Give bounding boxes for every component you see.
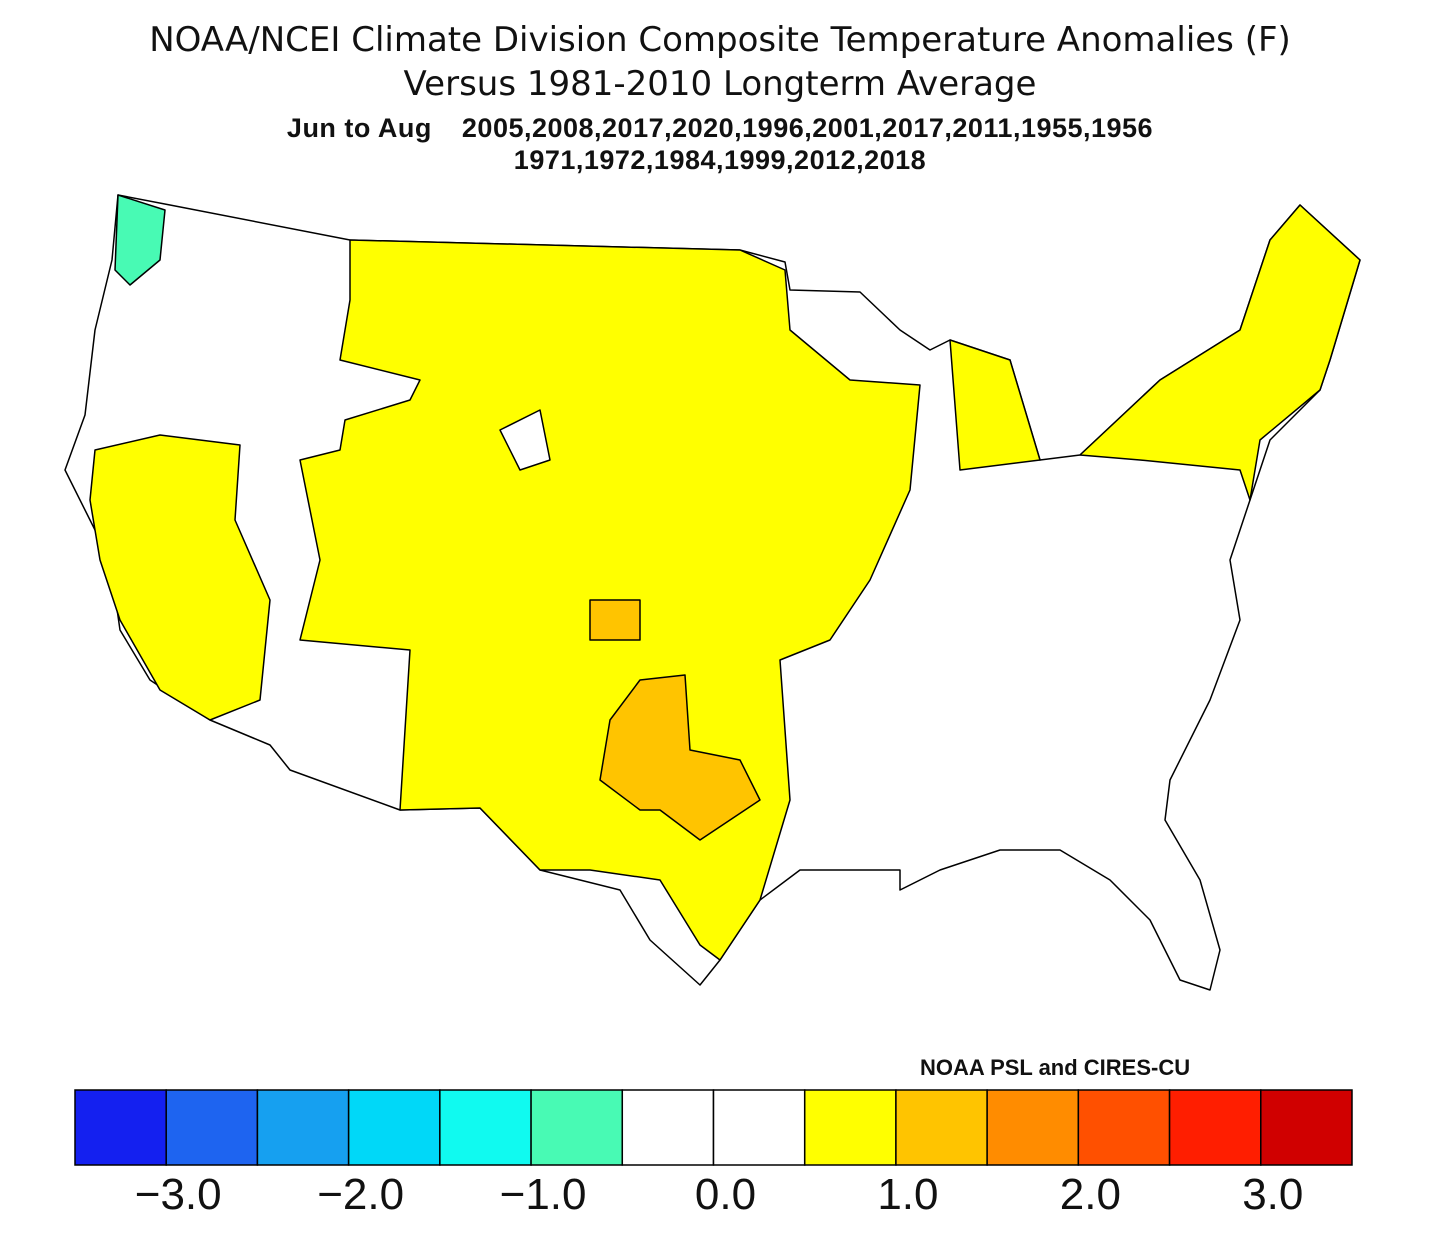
colorbar-box — [347, 1089, 441, 1166]
colorbar-box — [803, 1089, 897, 1166]
region-yellow-michigan — [949, 339, 1041, 471]
colorbar-box — [1260, 1089, 1353, 1166]
colorbar-box — [621, 1089, 715, 1166]
colorbar-box — [74, 1089, 167, 1166]
colorbar-box — [1168, 1089, 1262, 1166]
colorbar-tick-label: −2.0 — [317, 1170, 405, 1219]
years-list-1: 2005,2008,2017,2020,1996,2001,2017,2011,… — [461, 113, 1154, 143]
colorbar-box — [256, 1089, 350, 1166]
colorbar-box — [712, 1089, 806, 1166]
years-list-2: 1971,1972,1984,1999,2012,2018 — [513, 145, 927, 175]
colorbar-tick-label: 0.0 — [694, 1170, 757, 1219]
colorbar-box — [1077, 1089, 1171, 1166]
map-subtitle: Versus 1981-2010 Longterm Average — [403, 64, 1037, 104]
colorbar — [74, 1089, 1353, 1166]
period-label: Jun to Aug — [286, 113, 432, 143]
region-green-washington — [114, 194, 166, 286]
colorbar-tick-label: 1.0 — [877, 1170, 939, 1219]
credit-text: NOAA PSL and CIRES-CU — [920, 1055, 1191, 1080]
region-white-wyoming — [499, 409, 551, 471]
composite-years-line1: Jun to Aug 2005,2008,2017,2020,1996,2001,… — [0, 113, 1440, 144]
colorbar-tick-label: −3.0 — [134, 1170, 222, 1219]
colorbar-tick-label: 3.0 — [1242, 1170, 1304, 1219]
region-yellow-northeast — [1079, 204, 1361, 501]
map-title: NOAA/NCEI Climate Division Composite Tem… — [149, 20, 1291, 60]
colorbar-tick-label: −1.0 — [499, 1170, 587, 1219]
colorbar-tick-label: 2.0 — [1059, 1170, 1121, 1219]
colorbar-box — [986, 1089, 1080, 1166]
colorbar-box — [530, 1089, 624, 1166]
region-orange-kansas — [589, 599, 641, 641]
colorbar-box — [165, 1089, 259, 1166]
region-orange-texas — [599, 674, 761, 841]
colorbar-box — [895, 1089, 988, 1166]
colorbar-box — [439, 1089, 532, 1166]
region-yellow-west — [89, 434, 271, 721]
